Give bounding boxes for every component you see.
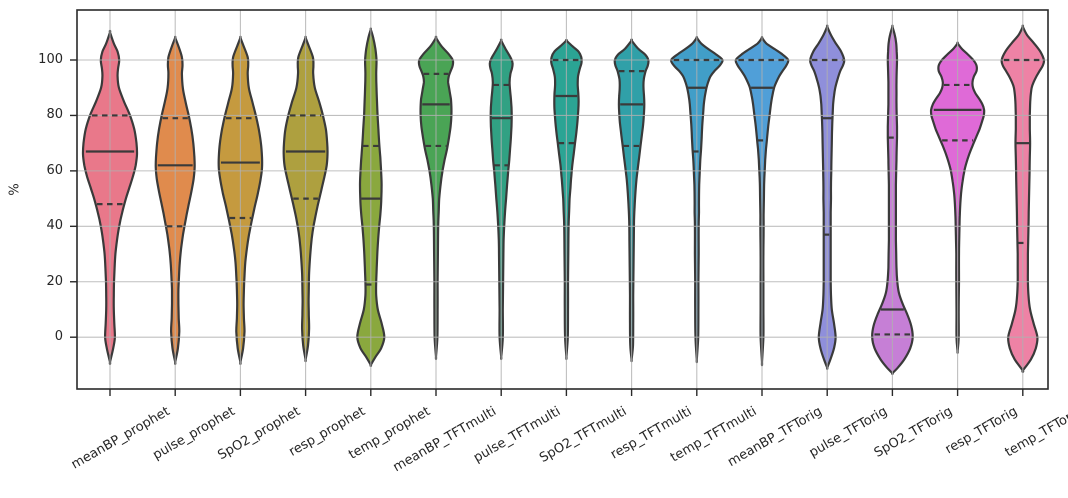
y-tick-label-0: 0	[54, 329, 63, 345]
y-tick-label-80: 80	[46, 107, 63, 123]
y-axis-label: %	[7, 183, 23, 196]
y-tick-label-40: 40	[46, 218, 63, 234]
axes-frame	[76, 9, 1049, 390]
y-tick-label-20: 20	[46, 273, 63, 289]
y-tick-label-60: 60	[46, 162, 63, 178]
y-tick-label-100: 100	[38, 52, 63, 67]
